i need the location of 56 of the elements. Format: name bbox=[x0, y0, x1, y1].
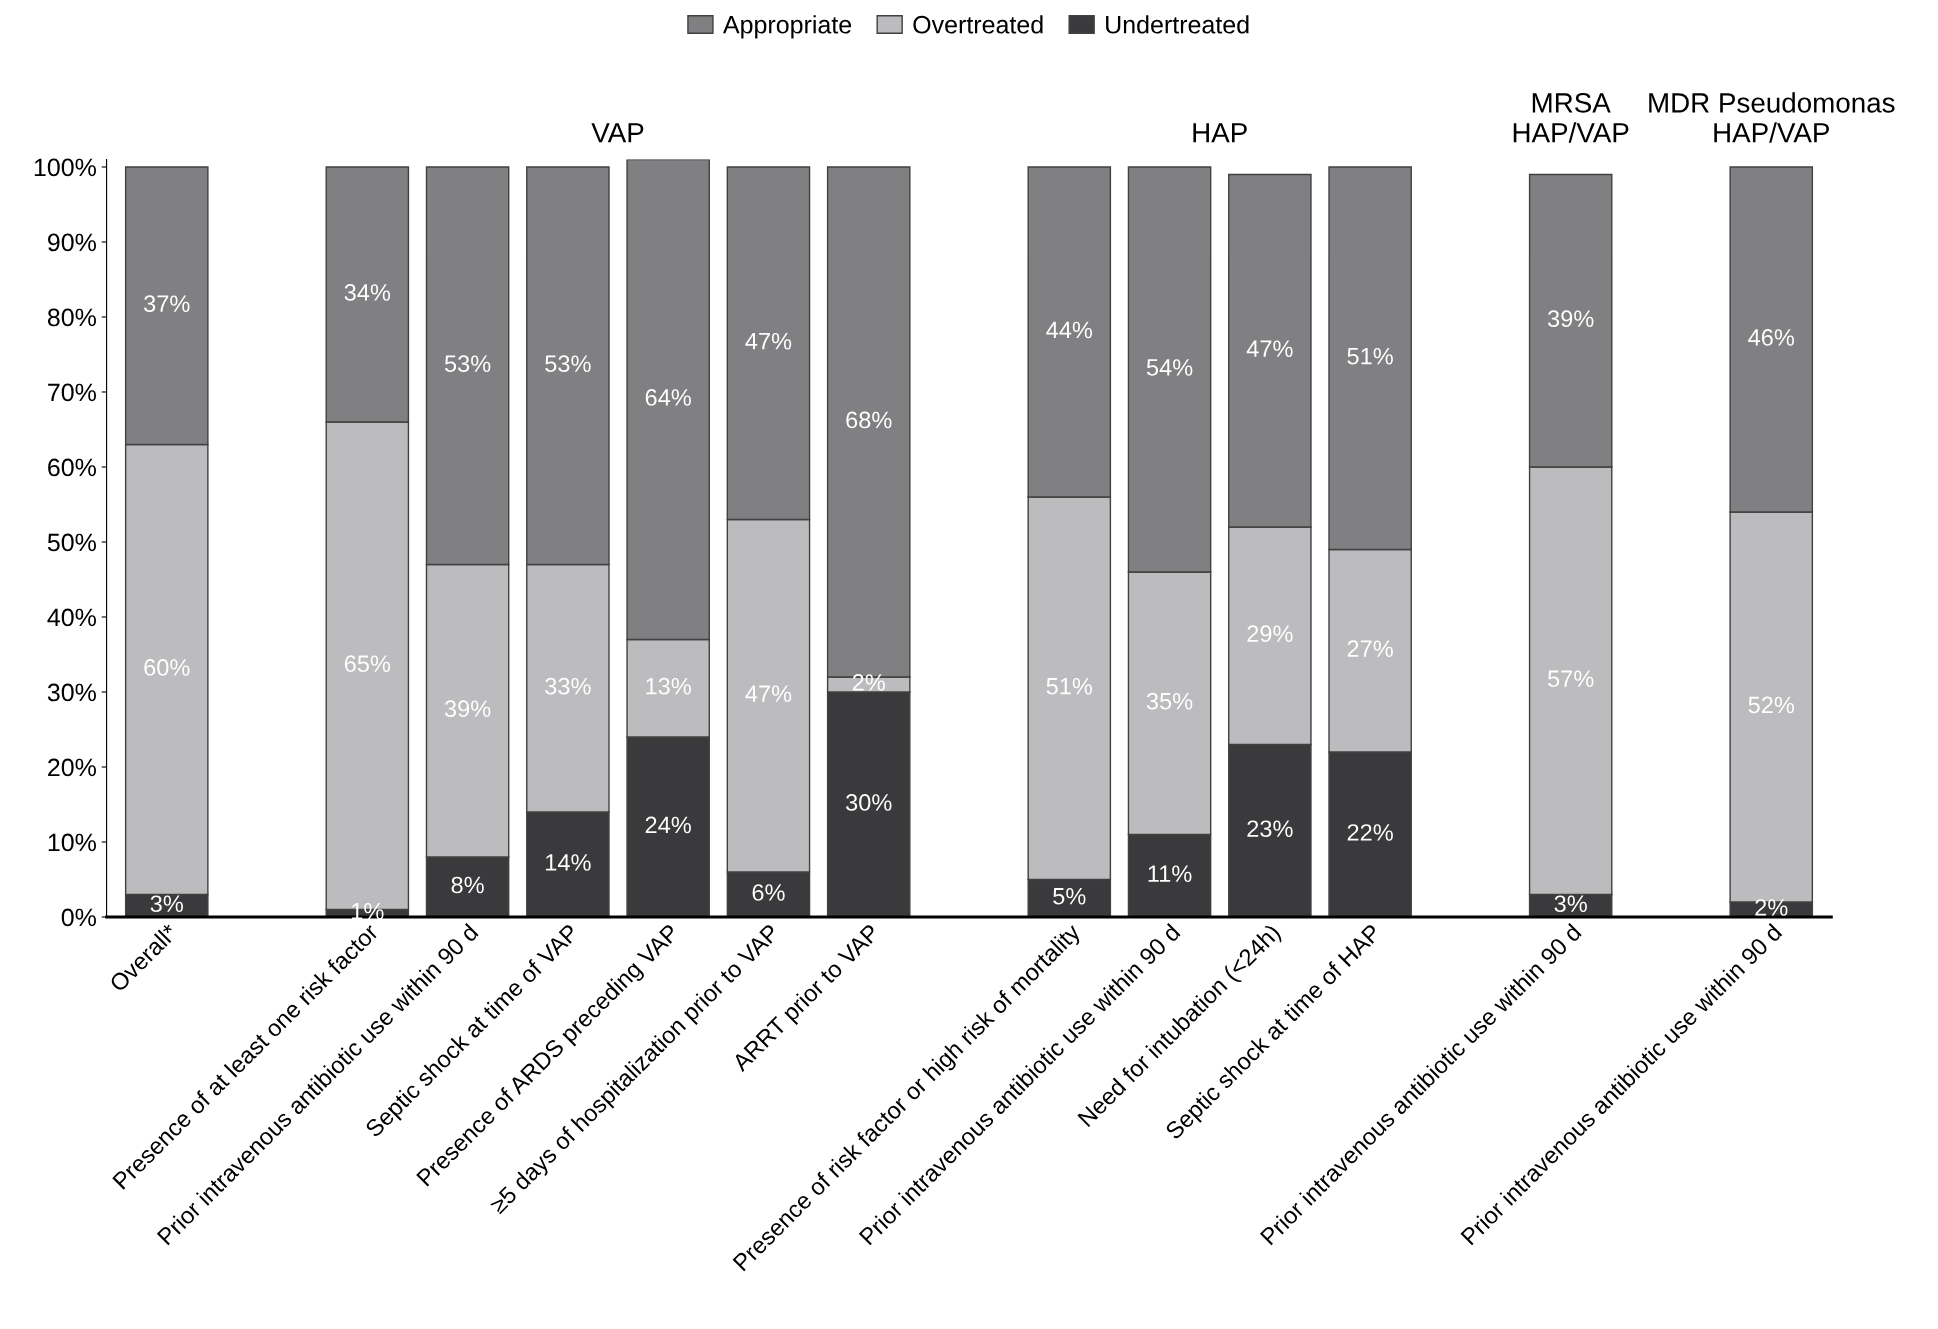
data-label: 3% bbox=[150, 895, 183, 913]
data-label: 52% bbox=[1748, 696, 1795, 714]
data-label: 47% bbox=[745, 685, 792, 702]
data-label: 39% bbox=[1547, 310, 1594, 328]
text: MDR Pseudomonas HAP/VAP bbox=[1649, 92, 1895, 143]
data-label: 11% bbox=[1148, 865, 1192, 882]
data-label: 37% bbox=[144, 295, 190, 313]
data-label: 47% bbox=[1246, 340, 1293, 357]
y-tick-label: 70% bbox=[48, 383, 96, 402]
y-tick-label: 10% bbox=[48, 833, 96, 852]
y-tick-label: 20% bbox=[48, 758, 96, 777]
y-tick-label: 0% bbox=[61, 908, 96, 927]
data-label: 3% bbox=[1554, 895, 1587, 913]
data-label: 39% bbox=[444, 700, 491, 718]
y-tick-label: 40% bbox=[47, 608, 96, 627]
y-tick-label: 100% bbox=[34, 158, 96, 177]
data-label: 33% bbox=[545, 677, 591, 695]
text: HAP bbox=[1193, 123, 1247, 143]
data-label: 27% bbox=[1347, 640, 1393, 657]
legend-label: Undertreated bbox=[1106, 15, 1249, 34]
data-label: 57% bbox=[1548, 670, 1594, 688]
data-label: 47% bbox=[745, 332, 792, 350]
data-label: 60% bbox=[144, 659, 190, 676]
y-tick-label: 50% bbox=[47, 533, 96, 552]
text: VAP bbox=[591, 123, 644, 143]
y-tick-label: 90% bbox=[48, 233, 96, 252]
y-tick-label: 60% bbox=[48, 458, 96, 477]
legend-label: Appropriate bbox=[722, 15, 852, 39]
data-label: 44% bbox=[1046, 321, 1093, 339]
data-label: 14% bbox=[546, 854, 591, 871]
data-label: 30% bbox=[845, 794, 892, 811]
data-label: 51% bbox=[1347, 347, 1393, 365]
data-label: 5% bbox=[1053, 887, 1086, 905]
text: MRSA HAP/VAP bbox=[1513, 93, 1629, 143]
data-label: 34% bbox=[344, 284, 391, 301]
data-label: 23% bbox=[1247, 820, 1293, 838]
data-label: 24% bbox=[645, 816, 691, 834]
data-label: 2% bbox=[852, 674, 885, 691]
y-tick-label: 30% bbox=[47, 683, 96, 702]
data-label: 64% bbox=[645, 389, 691, 406]
data-label: 13% bbox=[646, 677, 691, 695]
data-label: 35% bbox=[1146, 692, 1193, 710]
data-label: 6% bbox=[752, 884, 785, 901]
data-label: 46% bbox=[1748, 329, 1795, 346]
data-label: 68% bbox=[846, 411, 892, 429]
data-label: 65% bbox=[344, 655, 391, 673]
data-label: 54% bbox=[1146, 359, 1193, 376]
y-tick-label: 80% bbox=[47, 308, 96, 327]
legend-label: Overtreated bbox=[913, 15, 1043, 34]
data-label: 53% bbox=[545, 355, 591, 373]
data-label: 29% bbox=[1247, 625, 1293, 643]
data-label: 53% bbox=[444, 355, 491, 373]
data-label: 8% bbox=[451, 876, 484, 894]
data-label: 22% bbox=[1347, 824, 1393, 841]
data-label: 51% bbox=[1046, 677, 1093, 695]
data-label: 2% bbox=[1755, 899, 1788, 916]
